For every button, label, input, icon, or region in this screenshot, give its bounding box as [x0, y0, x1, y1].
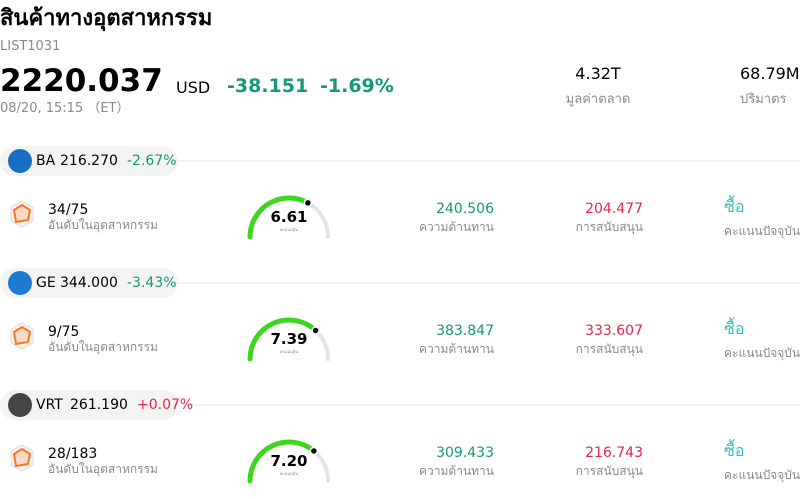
- gauge-arc: [247, 317, 319, 362]
- resistance: 309.433: [436, 445, 494, 461]
- stock-row: [0, 268, 800, 362]
- support-label: การสนับสนุน: [575, 464, 643, 478]
- rank-icon-inner: [12, 203, 32, 224]
- ticker: GE: [36, 275, 56, 291]
- gauge-arc: [247, 439, 317, 484]
- support: 333.607: [585, 323, 643, 339]
- stock-icon: [8, 271, 32, 295]
- stock-change: -3.43%: [127, 275, 177, 291]
- score: 6.61: [270, 208, 308, 226]
- signal: ซื้อ: [724, 441, 745, 460]
- stock-row: [0, 390, 800, 484]
- change: -38.151: [227, 75, 309, 97]
- stat-label: ปริมาตร: [740, 92, 787, 107]
- pill: [0, 390, 178, 420]
- support-label: การสนับสนุน: [575, 220, 643, 234]
- gauge-dot: [311, 326, 320, 335]
- score: 7.39: [270, 330, 308, 348]
- ticker: BA: [36, 153, 56, 169]
- stat-value: 4.32T: [575, 64, 621, 83]
- title: สินค้าทางอุตสาหกรรม: [0, 6, 213, 31]
- signal-label: คะแนนปัจจุบัน: [724, 468, 800, 482]
- resistance-label: ความต้านทาน: [419, 464, 494, 478]
- gauge-arc: [247, 195, 311, 240]
- support: 204.477: [585, 201, 643, 217]
- signal-label: คะแนนปัจจุบัน: [724, 346, 800, 360]
- price: 2220.037: [0, 63, 163, 99]
- stock-price: 344.000: [60, 275, 118, 291]
- stock-row: [0, 146, 800, 240]
- gauge-dot: [309, 446, 319, 456]
- stock-change: -2.67%: [127, 153, 177, 169]
- resistance: 240.506: [436, 201, 494, 217]
- resistance-label: ความต้านทาน: [419, 342, 494, 356]
- time: 08/20, 15:15 （ET）: [0, 101, 130, 116]
- score: 7.20: [270, 452, 308, 470]
- rank: 34/75: [48, 202, 89, 218]
- support-label: การสนับสนุน: [575, 342, 643, 356]
- rank: 28/183: [48, 446, 98, 462]
- signal: ซื้อ: [724, 319, 745, 338]
- resistance-label: ความต้านทาน: [419, 220, 494, 234]
- currency: USD: [176, 78, 211, 97]
- score-label: คะแนนหุ้น: [279, 349, 299, 354]
- pill: [0, 268, 178, 298]
- ticker: VRT: [36, 397, 63, 413]
- rank-label: อันดับในอุตสาหกรรม: [48, 218, 158, 232]
- rank-label: อันดับในอุตสาหกรรม: [48, 462, 158, 476]
- stat-value: 68.79M: [740, 64, 800, 83]
- signal-label: คะแนนปัจจุบัน: [724, 224, 800, 238]
- support: 216.743: [585, 445, 643, 461]
- stock-price: 261.190: [70, 397, 128, 413]
- gauge-dot: [303, 198, 313, 208]
- change-pct: -1.69%: [320, 75, 394, 97]
- pill: [0, 146, 178, 176]
- stock-price: 216.270: [60, 153, 118, 169]
- stock-icon: [8, 393, 32, 417]
- rank: 9/75: [48, 324, 80, 340]
- stock-change: +0.07%: [137, 397, 194, 413]
- rank-label: อันดับในอุตสาหกรรม: [48, 340, 158, 354]
- signal: ซื้อ: [724, 197, 745, 216]
- resistance: 383.847: [436, 323, 494, 339]
- code: LIST1031: [0, 39, 61, 54]
- stat-label: มูลค่าตลาด: [565, 92, 631, 107]
- score-label: คะแนนหุ้น: [279, 227, 299, 232]
- stock-icon: [8, 149, 32, 173]
- rank-icon-inner: [12, 447, 32, 468]
- score-label: คะแนนหุ้น: [279, 471, 299, 476]
- rank-icon-inner: [12, 325, 32, 346]
